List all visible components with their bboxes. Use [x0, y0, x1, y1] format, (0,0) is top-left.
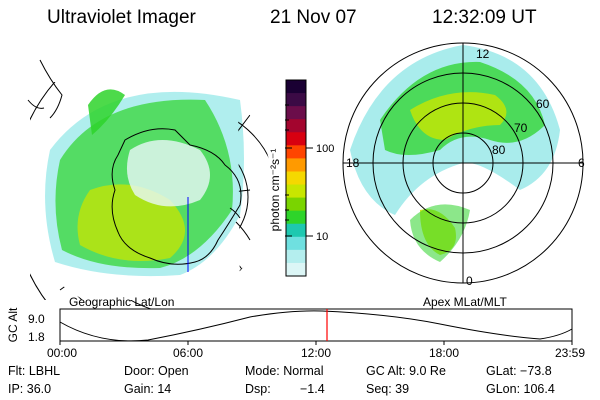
date-label: 21 Nov 07: [270, 7, 357, 28]
timeline-xtick: 18:00: [429, 346, 459, 360]
seq-status: Seq: 39: [366, 382, 410, 396]
gc-alt-status: GC Alt: 9.0 Re: [366, 364, 446, 378]
colorbar-frame: [285, 79, 307, 277]
timeline-ytick: 9.0: [28, 312, 45, 326]
dsp-label: Dsp:: [245, 382, 271, 396]
mlt-label: 18: [346, 156, 360, 170]
instrument-title: Ultraviolet Imager: [47, 7, 196, 28]
mlt-label: 12: [476, 47, 490, 61]
mlt-label: 6: [578, 156, 585, 170]
dsp-value: −1.4: [300, 382, 325, 396]
ip-status: IP: 36.0: [8, 382, 52, 396]
magnetic-map: 12 18 6 0 60 70 80: [342, 42, 585, 288]
colorbar-tick-label: 100: [316, 143, 334, 155]
timeline-xtick: 06:00: [173, 346, 203, 360]
colorbar-segment: [286, 106, 306, 120]
timeline-frame: [59, 308, 573, 342]
mlt-label: 0: [466, 274, 473, 288]
colorbar-segment: [286, 158, 306, 173]
coastline-fragment: [229, 207, 251, 241]
colorbar-segment: [286, 145, 306, 159]
mlat-label: 60: [536, 97, 550, 111]
timeline-ytick: 1.8: [28, 330, 45, 344]
filter-status: Flt: LBHL: [8, 364, 61, 378]
time-label: 12:32:09 UT: [432, 7, 537, 28]
left-map-caption: Geographic Lat/Lon: [69, 295, 174, 309]
colorbar-segment: [286, 236, 306, 251]
colorbar: [285, 79, 307, 277]
coastline-fragment: [27, 59, 63, 119]
altitude-timeline: 9.0 1.8 GC Alt 00:00 06:00 12:00 18:00 2…: [6, 307, 585, 360]
colorbar-unit-label: photon cm⁻²s⁻¹: [268, 149, 282, 232]
colorbar-segment: [286, 119, 306, 133]
geographic-map: [15, 59, 272, 315]
colorbar-segment: [286, 171, 306, 186]
colorbar-segment: [286, 249, 306, 264]
door-status: Door: Open: [124, 364, 189, 378]
right-map-caption: Apex MLat/MLT: [423, 295, 507, 309]
mlat-label: 70: [514, 121, 528, 135]
altitude-curve: [59, 310, 573, 342]
timeline-xtick: 00:00: [47, 346, 77, 360]
colorbar-segment: [286, 262, 306, 277]
colorbar-tick-label: 10: [316, 231, 328, 243]
left-polar-cap: [126, 140, 210, 207]
colorbar-segment: [286, 132, 306, 146]
mode-status: Mode: Normal: [245, 364, 324, 378]
colorbar-segment: [286, 184, 306, 199]
colorbar-ticks: [285, 104, 313, 237]
mlat-label: 80: [492, 143, 506, 157]
colorbar-segment: [286, 93, 306, 107]
gain-status: Gain: 14: [124, 382, 172, 396]
left-aurora-patch: [88, 89, 125, 135]
timeline-xtick: 12:00: [301, 346, 331, 360]
coastline: [111, 128, 242, 265]
colorbar-segment: [286, 223, 306, 238]
colorbar-segment: [286, 210, 306, 225]
glat-status: GLat: −73.8: [486, 364, 552, 378]
colorbar-segment: [286, 80, 306, 94]
timeline-ylabel: GC Alt: [6, 307, 20, 342]
colorbar-segment: [286, 197, 306, 212]
timeline-xtick: 23:59: [555, 346, 585, 360]
right-aurora-bright: [410, 92, 507, 140]
glon-status: GLon: 106.4: [486, 382, 555, 396]
